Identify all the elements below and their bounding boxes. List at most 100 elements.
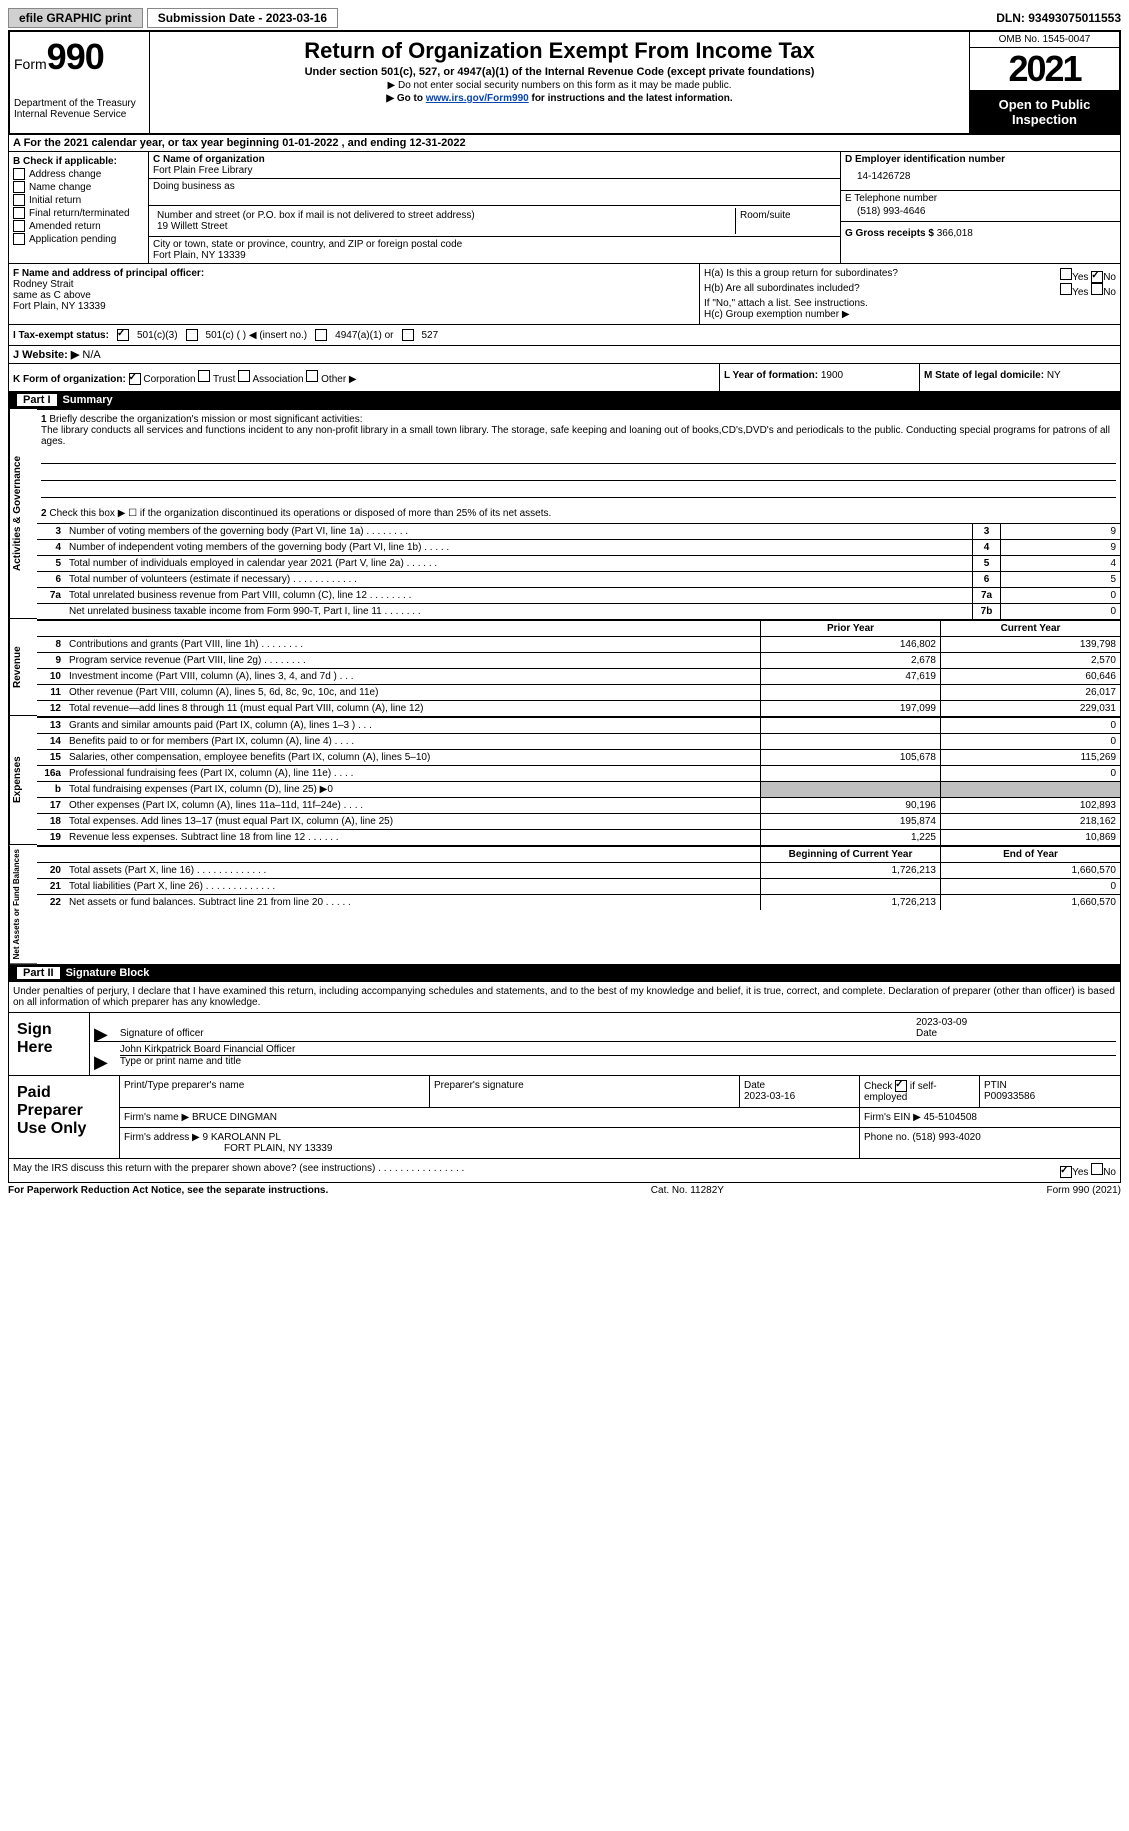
chk-discuss-no[interactable] [1091, 1163, 1103, 1175]
chk-trust[interactable] [198, 370, 210, 382]
preparer-name-hdr: Print/Type preparer's name [120, 1076, 430, 1107]
chk-initial-return[interactable]: Initial return [13, 194, 144, 206]
officer-city: Fort Plain, NY 13339 [13, 301, 695, 312]
dept-label: Department of the Treasury [14, 98, 145, 109]
gross-value: 366,018 [937, 228, 973, 239]
part2-header: Part IISignature Block [8, 965, 1121, 982]
form-header: Form990 Department of the Treasury Inter… [8, 30, 1121, 135]
sign-here-label: Sign Here [9, 1013, 89, 1075]
arrow-icon: ▶ [94, 1057, 108, 1067]
sig-officer-label: Signature of officer [120, 1028, 904, 1039]
officer-same: same as C above [13, 290, 695, 301]
firm-phone: (518) 993-4020 [912, 1132, 980, 1143]
open-inspection: Open to Public Inspection [970, 91, 1119, 133]
city-label: City or town, state or province, country… [153, 239, 836, 250]
tax-year: 2021 [970, 48, 1119, 91]
section-b-label: B Check if applicable: [13, 156, 144, 167]
website-row: J Website: ▶ N/A [8, 346, 1121, 364]
chk-501c3[interactable] [117, 329, 129, 341]
h-note: If "No," attach a list. See instructions… [704, 298, 1116, 309]
chk-assoc[interactable] [238, 370, 250, 382]
state-domicile: NY [1047, 370, 1061, 381]
paid-preparer-label: Paid Preparer Use Only [9, 1076, 119, 1158]
street-address: 19 Willett Street [157, 221, 731, 232]
summary-table: Activities & Governance 1 Briefly descri… [8, 409, 1121, 965]
ein-label: D Employer identification number [845, 154, 1116, 165]
org-name: Fort Plain Free Library [153, 165, 836, 176]
name-title-label: Type or print name and title [120, 1056, 1116, 1067]
subtitle-3: ▶ Go to www.irs.gov/Form990 for instruct… [154, 93, 965, 104]
dln: DLN: 93493075011553 [996, 11, 1121, 25]
chk-discuss-yes[interactable] [1060, 1166, 1072, 1178]
signature-declaration: Under penalties of perjury, I declare th… [8, 982, 1121, 1013]
gross-label: G Gross receipts $ [845, 228, 934, 239]
tel-value: (518) 993-4646 [845, 204, 1116, 219]
form-title: Return of Organization Exempt From Incom… [154, 38, 965, 64]
room-label: Room/suite [736, 208, 836, 234]
discuss-row: May the IRS discuss this return with the… [8, 1159, 1121, 1183]
current-year-hdr: Current Year [940, 621, 1120, 636]
chk-amended[interactable]: Amended return [13, 220, 144, 232]
ptin: P00933586 [984, 1091, 1035, 1102]
chk-corp[interactable] [129, 373, 141, 385]
subtitle-1: Under section 501(c), 527, or 4947(a)(1)… [154, 66, 965, 78]
preparer-sig-hdr: Preparer's signature [430, 1076, 740, 1107]
year-formation: 1900 [821, 370, 843, 381]
vtab-net: Net Assets or Fund Balances [9, 845, 37, 964]
form-ref: Form 990 (2021) [1047, 1185, 1121, 1196]
hc-label: H(c) Group exemption number ▶ [704, 309, 1116, 320]
irs-label: Internal Revenue Service [14, 109, 145, 120]
prep-date: 2023-03-16 [744, 1091, 795, 1102]
page-footer: For Paperwork Reduction Act Notice, see … [8, 1183, 1121, 1198]
tel-label: E Telephone number [845, 193, 1116, 204]
firm-ein: 45-5104508 [924, 1112, 977, 1123]
chk-527[interactable] [402, 329, 414, 341]
part1-header: Part ISummary [8, 392, 1121, 409]
efile-button[interactable]: efile GRAPHIC print [8, 8, 143, 28]
vtab-expenses: Expenses [9, 716, 37, 845]
officer-name: Rodney Strait [13, 279, 695, 290]
chk-self-employed[interactable] [895, 1080, 907, 1092]
chk-4947[interactable] [315, 329, 327, 341]
sig-date: 2023-03-09 [916, 1017, 1116, 1028]
omb-number: OMB No. 1545-0047 [970, 32, 1119, 48]
q1-label: Briefly describe the organization's miss… [49, 414, 362, 425]
org-name-label: C Name of organization [153, 154, 836, 165]
vtab-revenue: Revenue [9, 619, 37, 716]
tax-exempt-row: I Tax-exempt status: 501(c)(3) 501(c) ( … [8, 325, 1121, 346]
top-bar: efile GRAPHIC print Submission Date - 20… [8, 8, 1121, 28]
beg-year-hdr: Beginning of Current Year [760, 847, 940, 862]
hb-label: H(b) Are all subordinates included? [704, 283, 860, 298]
mission-text: The library conducts all services and fu… [41, 425, 1110, 447]
irs-link[interactable]: www.irs.gov/Form990 [426, 93, 529, 104]
chk-final-return[interactable]: Final return/terminated [13, 207, 144, 219]
sign-here-block: Sign Here ▶ Signature of officer 2023-03… [8, 1013, 1121, 1076]
chk-address-change[interactable]: Address change [13, 168, 144, 180]
arrow-icon: ▶ [94, 1029, 108, 1039]
row-klm: K Form of organization: Corporation Trus… [8, 364, 1121, 392]
ein-value: 14-1426728 [845, 165, 1116, 188]
chk-501c[interactable] [186, 329, 198, 341]
chk-other[interactable] [306, 370, 318, 382]
firm-addr1: 9 KAROLANN PL [203, 1132, 281, 1143]
officer-label: F Name and address of principal officer: [13, 268, 695, 279]
row-fh: F Name and address of principal officer:… [8, 264, 1121, 325]
end-year-hdr: End of Year [940, 847, 1120, 862]
firm-name: BRUCE DINGMAN [192, 1112, 277, 1123]
dba-label: Doing business as [153, 181, 836, 192]
firm-addr2: FORT PLAIN, NY 13339 [224, 1143, 332, 1154]
addr-label: Number and street (or P.O. box if mail i… [157, 210, 731, 221]
officer-printed-name: John Kirkpatrick Board Financial Officer [120, 1044, 1116, 1056]
chk-app-pending[interactable]: Application pending [13, 233, 144, 245]
subtitle-2: ▶ Do not enter social security numbers o… [154, 80, 965, 91]
form-number: Form990 [14, 36, 145, 78]
chk-name-change[interactable]: Name change [13, 181, 144, 193]
entity-info: B Check if applicable: Address change Na… [8, 152, 1121, 264]
row-a: A For the 2021 calendar year, or tax yea… [8, 135, 1121, 152]
prior-year-hdr: Prior Year [760, 621, 940, 636]
ha-label: H(a) Is this a group return for subordin… [704, 268, 898, 283]
city-state-zip: Fort Plain, NY 13339 [153, 250, 836, 261]
paid-preparer-block: Paid Preparer Use Only Print/Type prepar… [8, 1076, 1121, 1159]
vtab-governance: Activities & Governance [9, 409, 37, 619]
submission-date: Submission Date - 2023-03-16 [147, 8, 338, 28]
